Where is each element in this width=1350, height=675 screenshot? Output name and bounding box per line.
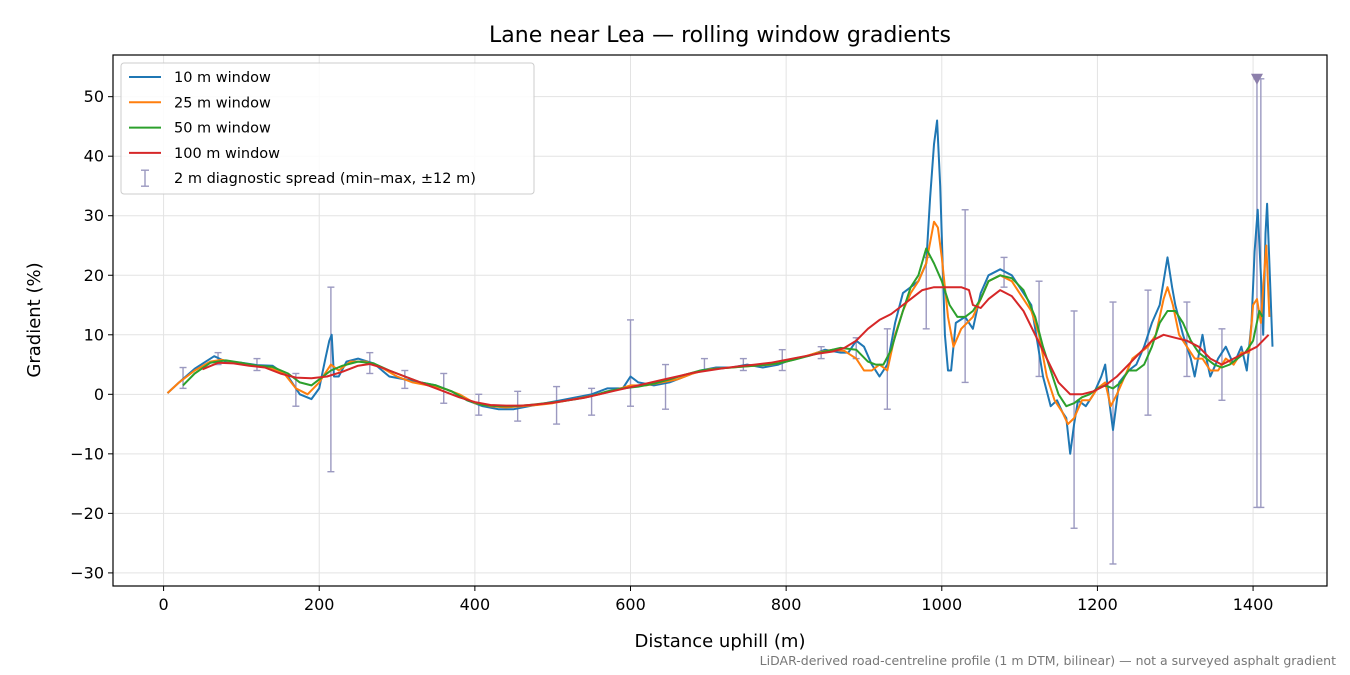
y-tick-label: 10 bbox=[84, 325, 104, 344]
x-tick-label: 1400 bbox=[1233, 595, 1274, 614]
legend-entry: 10 m window bbox=[129, 70, 271, 86]
x-axis-label: Distance uphill (m) bbox=[635, 631, 806, 652]
x-tick-label: 0 bbox=[158, 595, 168, 614]
y-tick-label: 50 bbox=[84, 87, 104, 106]
legend-label: 10 m window bbox=[174, 70, 271, 86]
chart-title: Lane near Lea — rolling window gradients bbox=[489, 23, 951, 48]
y-axis-label: Gradient (%) bbox=[24, 262, 45, 377]
legend-box bbox=[120, 62, 535, 195]
y-tick-label: −10 bbox=[70, 444, 104, 463]
legend-entry: 2 m diagnostic spread (min–max, ±12 m) bbox=[141, 169, 476, 187]
x-tick-label: 600 bbox=[615, 595, 646, 614]
legend: 10 m window 25 m window 50 m window 100 m w… bbox=[120, 62, 535, 195]
error-bar bbox=[961, 209, 969, 384]
y-tick-label: 20 bbox=[84, 266, 104, 285]
legend-label: 25 m window bbox=[174, 95, 271, 111]
legend-label: 50 m window bbox=[174, 121, 271, 137]
diagnostic-spread-bars bbox=[179, 78, 1265, 565]
y-tick-label: −20 bbox=[70, 504, 104, 523]
legend-entry: 50 m window bbox=[129, 121, 271, 137]
error-bar bbox=[553, 385, 561, 425]
x-axis-ticks: 0 200 400 600 800 1000 1200 1400 bbox=[158, 586, 1273, 614]
legend-entry: 100 m window bbox=[129, 146, 280, 162]
series-line-100-m-window bbox=[202, 286, 1270, 407]
legend-label: 100 m window bbox=[174, 146, 280, 162]
y-tick-label: 30 bbox=[84, 206, 104, 225]
error-bar bbox=[588, 387, 596, 416]
error-bar bbox=[1109, 301, 1117, 565]
footnote: LiDAR-derived road-centreline profile (1… bbox=[760, 653, 1336, 668]
y-tick-label: −30 bbox=[70, 563, 104, 582]
legend-label: 2 m diagnostic spread (min–max, ±12 m) bbox=[174, 171, 476, 187]
y-axis-ticks: −30 −20 −10 0 10 20 30 40 50 bbox=[70, 87, 113, 582]
error-bar bbox=[327, 286, 335, 473]
x-tick-label: 400 bbox=[460, 595, 491, 614]
x-tick-label: 200 bbox=[304, 595, 335, 614]
legend-entry: 25 m window bbox=[129, 95, 271, 111]
y-tick-label: 40 bbox=[84, 147, 104, 166]
error-bar bbox=[1183, 301, 1191, 378]
error-bar bbox=[1144, 289, 1152, 416]
x-tick-label: 800 bbox=[771, 595, 802, 614]
annotation-markers bbox=[1250, 73, 1263, 85]
error-bar bbox=[627, 319, 635, 407]
x-tick-label: 1200 bbox=[1077, 595, 1118, 614]
triangle-down-marker bbox=[1250, 73, 1263, 85]
y-tick-label: 0 bbox=[94, 385, 104, 404]
x-tick-label: 1000 bbox=[921, 595, 962, 614]
plot-frame bbox=[112, 54, 1328, 587]
error-bar bbox=[662, 363, 670, 410]
series-lines bbox=[166, 119, 1274, 455]
